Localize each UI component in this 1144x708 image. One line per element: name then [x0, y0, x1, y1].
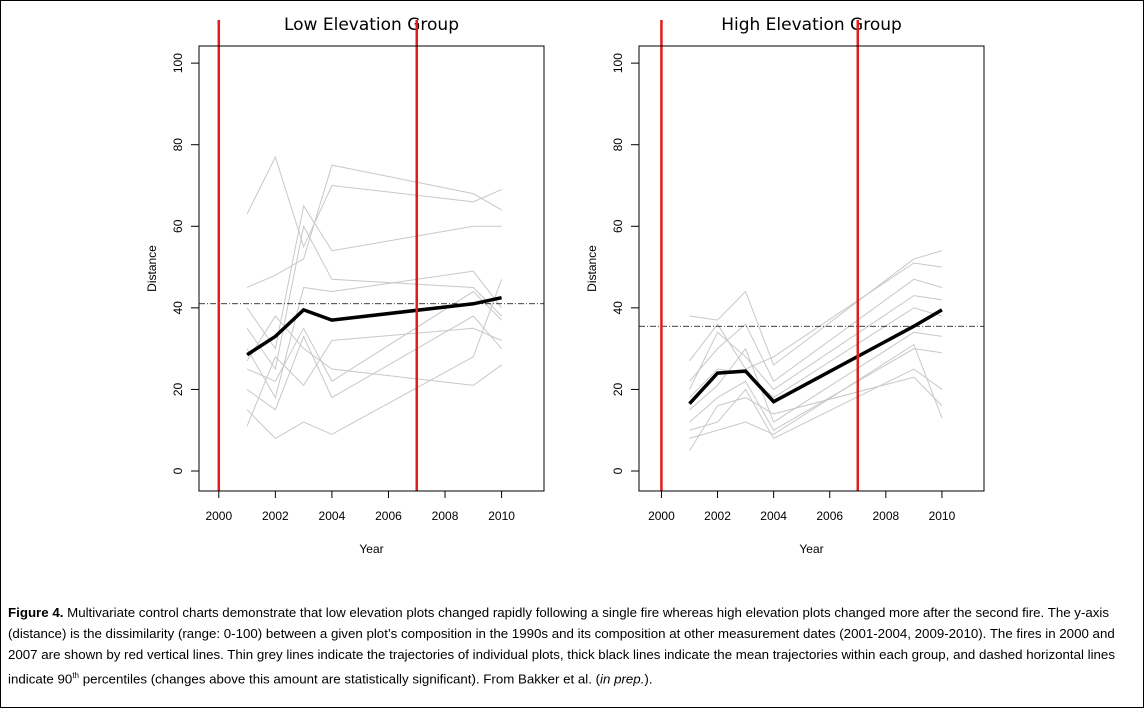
plot-line: [246, 327, 502, 427]
y-tick-label: 80: [611, 138, 625, 152]
caption-label: Figure 4.: [8, 605, 64, 620]
plot-line: [246, 279, 503, 440]
x-tick-label: 2002: [262, 509, 289, 523]
plot-line: [246, 224, 502, 371]
caption-italic: in prep.: [600, 671, 645, 687]
x-tick-label: 2006: [375, 509, 402, 523]
plot-box: [198, 45, 545, 492]
chart-title: High Elevation Group: [721, 15, 902, 35]
plot-line: [246, 164, 502, 288]
x-tick-label: 2004: [319, 509, 346, 523]
y-tick-label: 80: [171, 138, 185, 152]
x-axis-label: Year: [359, 542, 383, 556]
caption-superscript: th: [72, 671, 79, 680]
y-tick-label: 100: [611, 53, 625, 73]
x-tick-label: 2010: [488, 509, 515, 523]
y-axis-label: Distance: [145, 245, 159, 292]
y-tick-label: 40: [611, 301, 625, 315]
y-tick-label: 0: [171, 467, 185, 474]
plot-line: [689, 368, 943, 440]
mean-line: [246, 295, 502, 357]
y-tick-label: 60: [171, 219, 185, 233]
plot-line: [689, 250, 943, 366]
caption: Figure 4. Multivariate control charts de…: [8, 602, 1133, 689]
mean-line: [688, 308, 943, 405]
x-tick-label: 2002: [704, 509, 731, 523]
x-tick-label: 2000: [205, 509, 232, 523]
plot-line: [246, 315, 502, 411]
y-tick-label: 20: [171, 382, 185, 396]
y-tick-label: 0: [611, 467, 625, 474]
y-tick-label: 20: [611, 382, 625, 396]
x-tick-label: 2000: [648, 509, 675, 523]
plot-line: [689, 307, 943, 399]
plot-line: [246, 270, 502, 399]
plot-line: [689, 376, 943, 451]
caption-text: Multivariate control charts demonstrate …: [8, 605, 1115, 687]
charts: Low Elevation Group Year Distance 0 20 40 60 80…: [145, 15, 985, 556]
y-tick-label: 100: [171, 53, 185, 73]
plot-box: [638, 45, 985, 492]
plot-line: [689, 278, 943, 383]
plot-line: [246, 315, 502, 386]
x-tick-label: 2004: [760, 509, 787, 523]
caption-text: percentiles (changes above this amount a…: [79, 671, 601, 687]
plot-line: [689, 295, 942, 391]
y-axis-label: Distance: [585, 245, 599, 292]
plot-line: [246, 290, 502, 382]
y-tick-label: 60: [611, 219, 625, 233]
x-axis-label: Year: [799, 542, 823, 556]
plot-line: [689, 343, 943, 439]
x-tick-label: 2010: [929, 509, 956, 523]
plot-line: [689, 262, 942, 370]
plot-line: [246, 204, 502, 350]
x-tick-label: 2008: [432, 509, 459, 523]
x-tick-label: 2006: [816, 509, 843, 523]
y-tick-label: 40: [171, 301, 185, 315]
plot-line: [246, 155, 502, 249]
caption-text: ).: [644, 671, 653, 687]
chart-title: Low Elevation Group: [284, 15, 459, 35]
x-tick-label: 2008: [872, 509, 899, 523]
